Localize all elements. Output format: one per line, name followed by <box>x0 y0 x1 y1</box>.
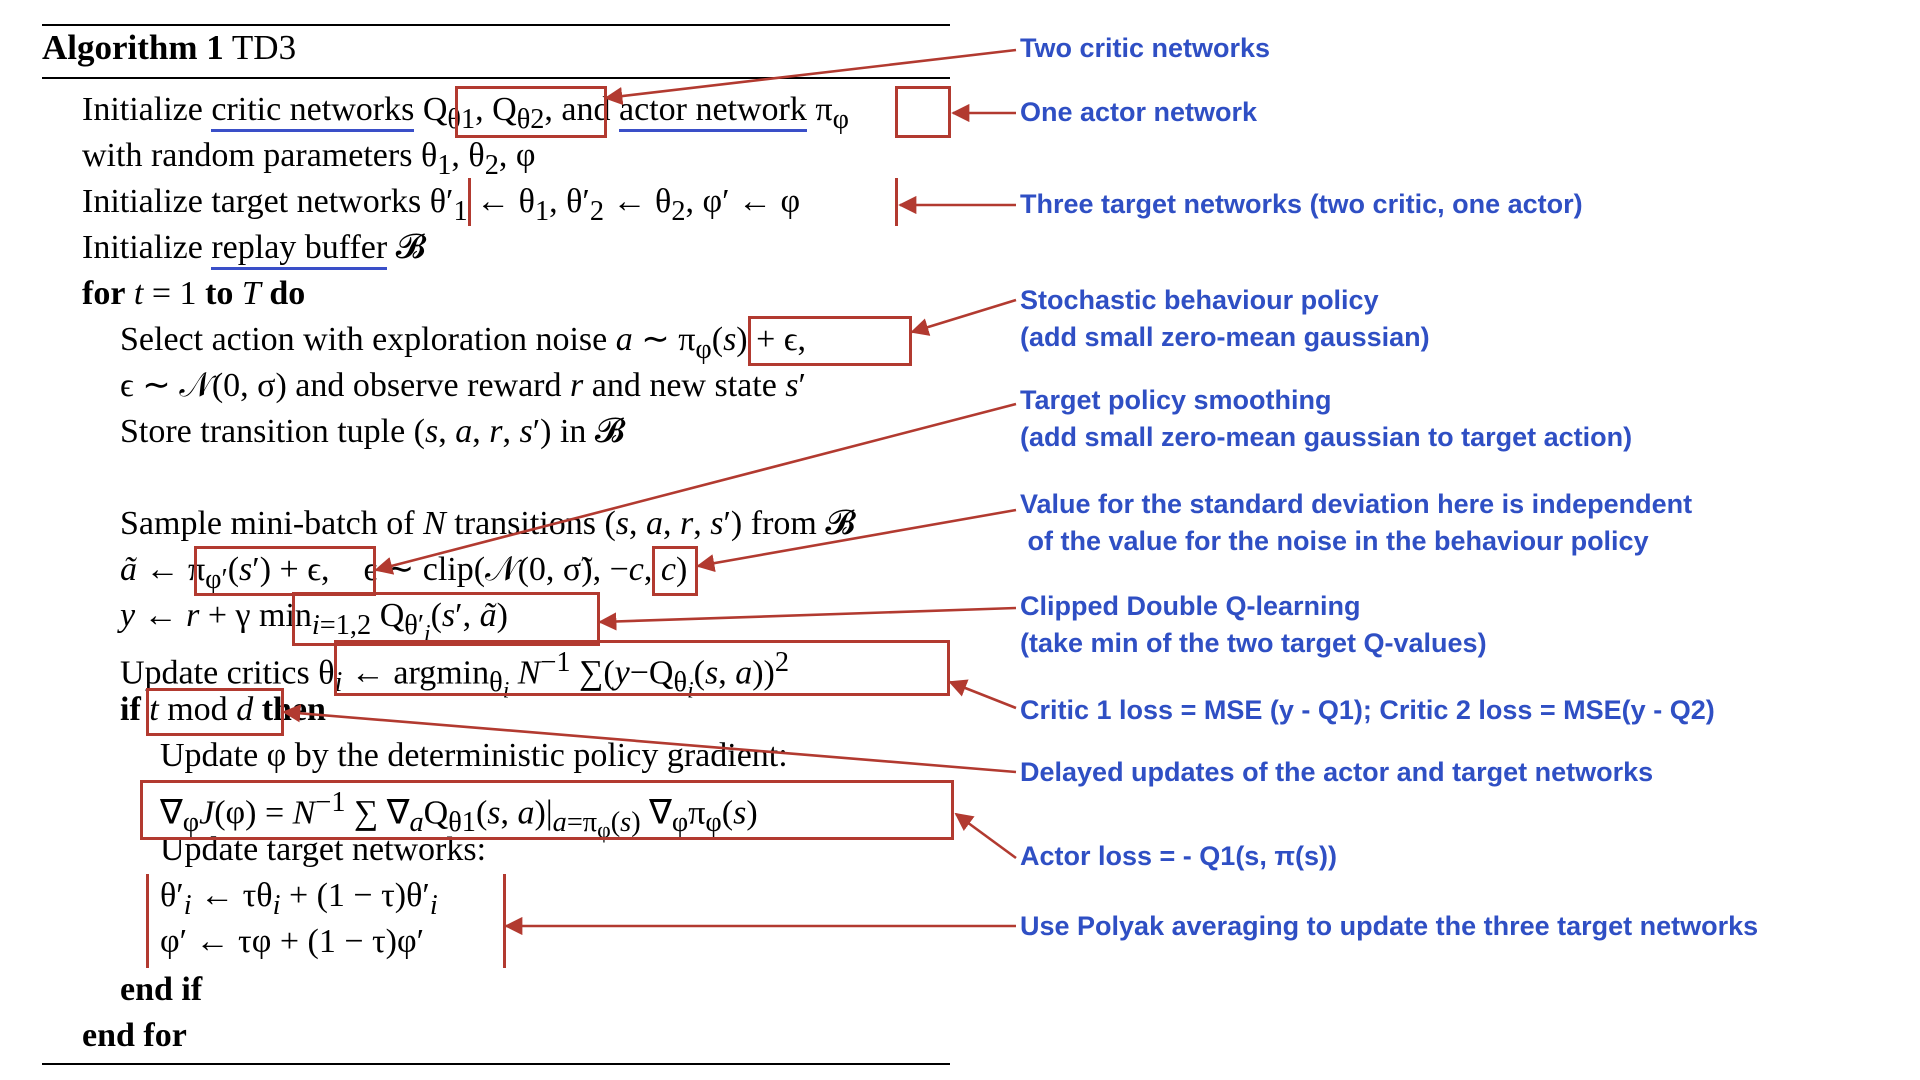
algo-line-3: Initialize target networks θ′1 ← θ1, θ′2… <box>82 183 801 227</box>
note-one-actor: One actor network <box>1020 94 1257 131</box>
note-clipped-double-q: Clipped Double Q-learning (take min of th… <box>1020 588 1487 662</box>
algo-line-15: ∇φJ(φ) = N−1 ∑ ∇aQθ1(s, a)|a=πφ(s) ∇φπφ(… <box>160 787 758 844</box>
algo-line-18: φ′ ← τφ + (1 − τ)φ′ <box>160 923 425 960</box>
arrow-clipped-double-q <box>598 606 1017 631</box>
note-behaviour-policy: Stochastic behaviour policy (add small ze… <box>1020 282 1430 356</box>
arrow-delayed-updates <box>282 704 1017 774</box>
arrow-behaviour-policy <box>910 298 1017 336</box>
arrow-critic-loss <box>948 679 1017 710</box>
note-std-independent: Value for the standard deviation here is… <box>1020 486 1692 560</box>
note-two-critics: Two critic networks <box>1020 30 1270 67</box>
note-line: Actor loss = - Q1(s, π(s)) <box>1020 841 1337 871</box>
note-line: One actor network <box>1020 97 1258 127</box>
algorithm-label: Algorithm 1 <box>42 28 224 67</box>
note-target-smoothing: Target policy smoothing (add small zero-m… <box>1020 382 1632 456</box>
note-line: (add small zero-mean gaussian to target … <box>1020 422 1633 452</box>
behaviour-policy-box <box>748 316 912 366</box>
algo-line-17: θ′i ← τθi + (1 − τ)θ′i <box>160 877 438 921</box>
algo-line-4: Initialize replay buffer 𝓑 <box>82 228 426 270</box>
title-rule <box>42 77 950 79</box>
note-line: Three target networks (two critic, one a… <box>1020 189 1583 219</box>
note-line: Stochastic behaviour policy <box>1020 285 1379 315</box>
algo-line-2: with random parameters θ1, θ2, φ <box>82 137 536 181</box>
algo-line-8: Store transition tuple (s, a, r, s′) in … <box>120 413 625 450</box>
algo-line-14: Update φ by the deterministic policy gra… <box>160 737 788 774</box>
algo-line-7: ϵ ∼ 𝒩(0, σ) and observe reward r and new… <box>120 367 806 404</box>
note-line: (take min of the two target Q-values) <box>1020 628 1487 658</box>
target-init-bracket-box <box>468 178 898 226</box>
algo-line-19: end if <box>120 971 203 1008</box>
note-delayed-updates: Delayed updates of the actor and target … <box>1020 754 1653 791</box>
algo-line-12: Update critics θi ← argminθi N−1 ∑(y−Qθi… <box>120 647 790 704</box>
note-polyak: Use Polyak averaging to update the three… <box>1020 908 1758 945</box>
note-line: of the value for the noise in the behavi… <box>1020 526 1649 556</box>
algo-line-20: end for <box>82 1017 187 1054</box>
algo-line-6: Select action with exploration noise a ∼… <box>120 321 807 365</box>
note-line: Clipped Double Q-learning <box>1020 591 1361 621</box>
algo-line-10: ã ← πφ′(s′) + ϵ, ϵ ∼ clip(𝒩(0, σ̃), −c, … <box>120 551 688 595</box>
arrow-two-critics <box>604 48 1017 106</box>
algorithm-name: TD3 <box>231 28 297 67</box>
note-line: Critic 1 loss = MSE (y - Q1); Critic 2 l… <box>1020 695 1715 725</box>
actor-network-box <box>895 86 951 138</box>
top-rule <box>42 24 950 26</box>
actor-gradient-box <box>140 780 954 840</box>
algo-line-1: Initialize critic networks Qθ1, Qθ2, and… <box>82 91 849 135</box>
algo-line-9: Sample mini-batch of N transitions (s, a… <box>120 505 856 542</box>
arrow-target-smoothing <box>374 402 1017 575</box>
algorithm-title: Algorithm 1 TD3 <box>42 28 296 68</box>
arrow-std-independent <box>696 508 1017 573</box>
note-line: (add small zero-mean gaussian) <box>1020 322 1430 352</box>
note-three-targets: Three target networks (two critic, one a… <box>1020 186 1583 223</box>
note-critic-loss: Critic 1 loss = MSE (y - Q1); Critic 2 l… <box>1020 692 1715 729</box>
bottom-rule <box>42 1063 950 1065</box>
note-line: Delayed updates of the actor and target … <box>1020 757 1654 787</box>
critic-networks-box <box>455 86 607 138</box>
algo-line-5: for t = 1 to T do <box>82 275 306 312</box>
critic-update-box <box>334 640 950 696</box>
note-line: Target policy smoothing <box>1020 385 1332 415</box>
note-line: Use Polyak averaging to update the three… <box>1020 911 1759 941</box>
algo-line-11: y ← r + γ mini=1,2 Qθ′i(s′, ã) <box>120 597 508 647</box>
arrow-actor-loss <box>954 812 1017 860</box>
note-actor-loss: Actor loss = - Q1(s, π(s)) <box>1020 838 1337 875</box>
note-line: Value for the standard deviation here is… <box>1020 489 1693 519</box>
note-line: Two critic networks <box>1020 33 1271 63</box>
